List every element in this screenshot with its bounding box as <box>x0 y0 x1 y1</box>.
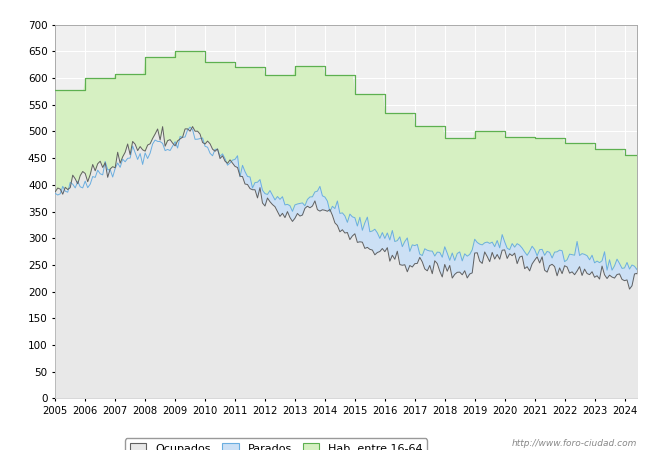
Text: Uleila del Campo - Evolucion de la poblacion en edad de Trabajar Mayo de 2024: Uleila del Campo - Evolucion de la pobla… <box>70 13 580 26</box>
Text: http://www.foro-ciudad.com: http://www.foro-ciudad.com <box>512 439 637 448</box>
Legend: Ocupados, Parados, Hab. entre 16-64: Ocupados, Parados, Hab. entre 16-64 <box>125 438 428 450</box>
